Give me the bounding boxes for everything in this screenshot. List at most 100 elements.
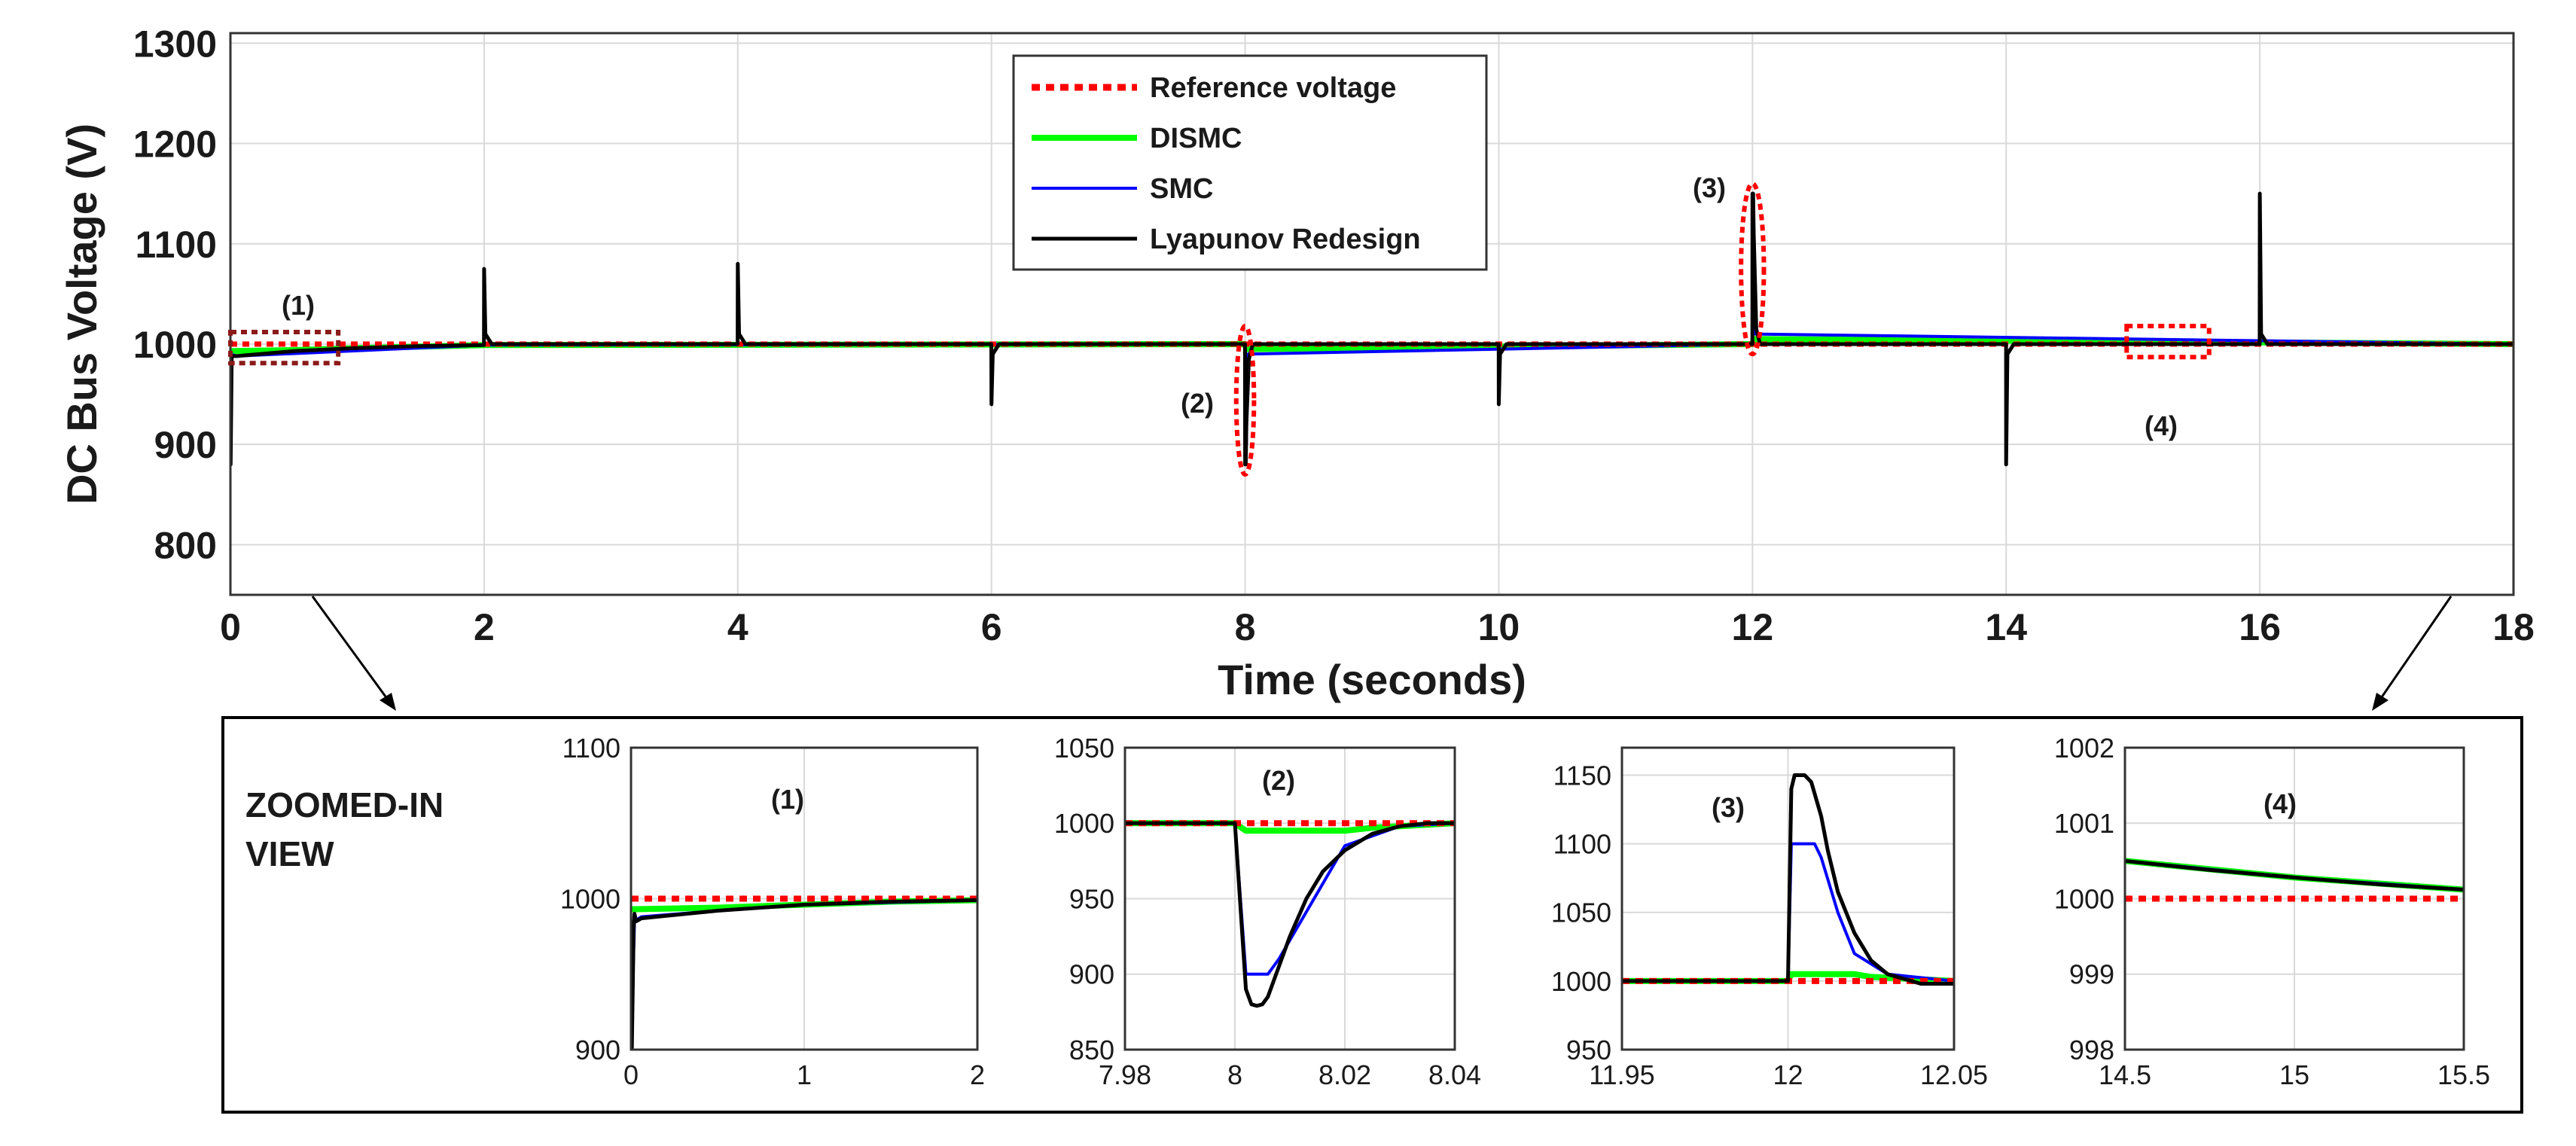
- annotation-box-1: [228, 329, 341, 366]
- y-tick-label: 900: [154, 424, 217, 466]
- annotation-ellipse-2: [1233, 323, 1257, 477]
- main-series: [230, 191, 2514, 467]
- y-tick-label: 1001: [2054, 808, 2114, 839]
- x-tick-label: 0: [220, 606, 241, 648]
- zoom-chart-4: 14.5 15 15.5 998 999 1000 1001 1002 (4): [2054, 733, 2490, 1090]
- zoom-1-series: [631, 895, 977, 1050]
- y-tick-label: 1300: [133, 23, 217, 65]
- zoom-2-title: (2): [1262, 765, 1295, 796]
- zoom-panel-title-line2: VIEW: [245, 834, 334, 873]
- x-tick-label: 12.05: [1920, 1059, 1988, 1090]
- y-tick-label: 1000: [560, 883, 620, 914]
- x-tick-label: 11.95: [1589, 1059, 1654, 1090]
- zoom-1-frame: [630, 746, 979, 1051]
- zoom-chart-3: 11.95 12 12.05 950 1000 1050 1100 1150 (3): [1551, 746, 1988, 1090]
- right-connector-arrowhead: [2372, 693, 2389, 711]
- zoom-3-ticks: 11.95 12 12.05 950 1000 1050 1100 1150: [1551, 760, 1988, 1090]
- annotation-label-4: (4): [2145, 410, 2178, 441]
- x-tick-label: 8.02: [1318, 1059, 1371, 1090]
- left-connector-line: [311, 596, 393, 706]
- main-annotations: (1) (2) (3) (4): [228, 172, 2212, 477]
- y-tick-label: 998: [2069, 1035, 2114, 1065]
- y-tick-label: 1000: [1054, 808, 1114, 839]
- x-tick-label: 15: [2279, 1059, 2309, 1090]
- zoom-3-series: [1622, 773, 1954, 986]
- x-tick-label: 6: [981, 606, 1002, 648]
- legend: Reference voltage DISMC SMC Lyapunov Redesi…: [1012, 54, 1488, 271]
- left-connector-arrowhead: [380, 693, 396, 711]
- legend-label-reference: Reference voltage: [1150, 72, 1396, 104]
- x-tick-label: 7.98: [1099, 1059, 1151, 1090]
- zoom-4-title: (4): [2264, 788, 2297, 819]
- x-tick-label: 15.5: [2437, 1059, 2490, 1090]
- y-tick-label: 1000: [2054, 883, 2114, 914]
- zoom-4-ticks: 14.5 15 15.5 998 999 1000 1001 1002: [2054, 733, 2490, 1090]
- x-tick-label: 14: [1985, 606, 2027, 648]
- x-tick-label: 8.04: [1428, 1059, 1481, 1090]
- zoom-connectors: [311, 596, 2453, 711]
- y-tick-label: 900: [1069, 959, 1114, 990]
- x-tick-label: 14.5: [2099, 1059, 2151, 1090]
- x-tick-label: 10: [1478, 606, 1520, 648]
- x-tick-label: 12: [1732, 606, 1774, 648]
- x-tick-label: 0: [623, 1059, 639, 1090]
- right-connector-line: [2375, 596, 2453, 706]
- zoom-panel-frame: [221, 716, 2523, 1114]
- y-tick-label: 900: [575, 1035, 620, 1065]
- zoom-1-title: (1): [771, 784, 804, 815]
- main-ticks: 0 2 4 6 8 10 12 14 16 18 800 900 1000 1100 1200 1300: [133, 23, 2535, 648]
- zoom-2-series: [1125, 820, 1455, 1008]
- zoom-4-series: [2125, 858, 2464, 902]
- y-tick-label: 1000: [133, 324, 217, 366]
- y-tick-label: 950: [1566, 1035, 1611, 1065]
- y-tick-label: 1050: [1054, 733, 1114, 763]
- main-chart: 0 2 4 6 8 10 12 14 16 18 800 900 1000 1100 1200 1300 (1…: [58, 23, 2535, 703]
- legend-label-smc: SMC: [1150, 173, 1213, 205]
- x-tick-label: 2: [970, 1059, 985, 1090]
- legend-box: [1012, 54, 1488, 271]
- zoom-2-series-lyapunov: [1125, 821, 1455, 1008]
- annotation-label-2: (2): [1181, 388, 1214, 419]
- y-tick-label: 1150: [1553, 760, 1611, 791]
- annotation-ellipse-3: [1739, 181, 1767, 357]
- zoom-4-series-lyapunov: [2125, 858, 2464, 892]
- x-tick-label: 18: [2492, 606, 2535, 648]
- main-series-lyapunov: [230, 191, 2514, 467]
- zoom-3-series-lyapunov: [1622, 773, 1954, 986]
- annotation-label-1: (1): [282, 290, 315, 321]
- y-tick-label: 1050: [1551, 898, 1611, 928]
- zoom-2-ticks: 7.98 8 8.02 8.04 850 900 950 1000 1050: [1054, 733, 1481, 1090]
- y-tick-label: 950: [1069, 883, 1114, 914]
- y-tick-label: 850: [1069, 1035, 1114, 1065]
- x-tick-label: 8: [1227, 1059, 1242, 1090]
- zoom-3-frame: [1620, 746, 1956, 1051]
- x-tick-label: 12: [1773, 1059, 1803, 1090]
- zoom-2-frame: [1123, 746, 1456, 1051]
- y-tick-label: 999: [2069, 959, 2114, 990]
- x-tick-label: 8: [1235, 606, 1256, 648]
- legend-label-lyapunov: Lyapunov Redesign: [1150, 224, 1421, 255]
- main-plot-frame: [229, 32, 2515, 596]
- zoom-3-title: (3): [1712, 792, 1745, 823]
- y-tick-label: 1100: [136, 224, 217, 266]
- annotation-label-3: (3): [1693, 172, 1726, 203]
- y-tick-label: 800: [154, 524, 217, 566]
- x-tick-label: 2: [474, 606, 495, 648]
- zoom-1-series-lyapunov: [631, 898, 977, 1050]
- x-tick-label: 4: [727, 606, 748, 648]
- zoom-1-ticks: 0 1 2 900 1000 1100: [560, 733, 985, 1090]
- y-tick-label: 1002: [2054, 733, 2114, 763]
- x-tick-label: 16: [2239, 606, 2281, 648]
- x-tick-label: 1: [797, 1059, 812, 1090]
- zoom-panel-title-line1: ZOOMED-IN: [245, 785, 444, 824]
- main-x-axis-title: Time (seconds): [1218, 656, 1526, 703]
- y-tick-label: 1200: [133, 123, 217, 166]
- main-y-axis-title: DC Bus Voltage (V): [58, 123, 105, 504]
- y-tick-label: 1000: [1551, 966, 1611, 997]
- y-tick-label: 1100: [562, 733, 620, 763]
- zoom-chart-2: 7.98 8 8.02 8.04 850 900 950 1000 1050 (2): [1054, 733, 1481, 1090]
- zoom-4-frame: [2123, 746, 2465, 1051]
